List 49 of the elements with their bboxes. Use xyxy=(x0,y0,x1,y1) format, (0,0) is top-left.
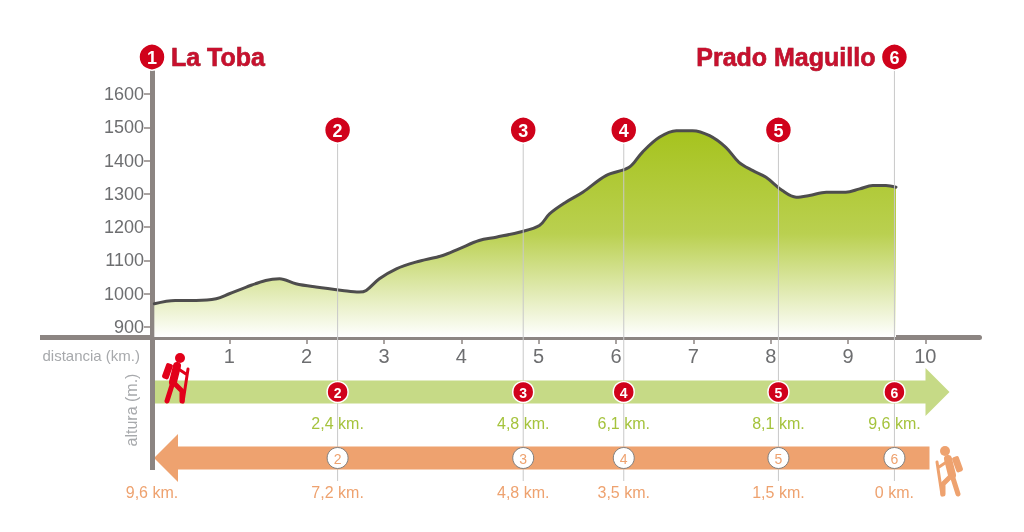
ref-line-label: 4,8 km. xyxy=(496,414,550,432)
y-tick-label: 1100 xyxy=(105,250,144,271)
text: 2 xyxy=(333,384,342,401)
x-tick-label: 6 xyxy=(610,345,622,367)
ref-line-label: 2,4 km. xyxy=(311,414,364,432)
text: 0 km. xyxy=(874,483,914,501)
x-tick-label: 7 xyxy=(687,345,699,367)
text: 4,8 km. xyxy=(496,483,550,501)
x-tick-label: 10 xyxy=(914,345,937,367)
x-tick-label: 2 xyxy=(301,345,313,367)
annotation: 2 xyxy=(332,120,343,141)
x-tick-label: 8 xyxy=(765,345,777,367)
annotation: La Toba xyxy=(171,43,267,71)
y-tick-label: 1300 xyxy=(103,183,144,204)
y-tick-label: 1400 xyxy=(103,150,144,171)
annotation: 4 xyxy=(618,120,629,141)
annotation: 1 xyxy=(146,47,158,68)
text: 5 xyxy=(774,384,783,401)
ref-line-label: 8,1 km. xyxy=(752,414,805,432)
y-axis-title: altura (m.) xyxy=(122,373,140,447)
y-tick-label: 1200 xyxy=(103,217,144,238)
y-tick-label: 1000 xyxy=(103,283,144,304)
text: 2 xyxy=(333,450,342,467)
text: 3 xyxy=(519,384,528,401)
y-tick-label: 1600 xyxy=(103,84,144,105)
x-tick-label: 9 xyxy=(842,345,854,367)
text: 3 xyxy=(519,450,528,467)
ref-line-label: 6,1 km. xyxy=(597,414,650,432)
text: 4 xyxy=(619,450,628,467)
annotation: Prado Maguillo xyxy=(696,43,876,71)
x-tick-label: 1 xyxy=(223,345,235,367)
annotation: 6 xyxy=(889,47,900,68)
text: 4 xyxy=(619,384,628,401)
text: 3,5 km. xyxy=(597,483,650,501)
text: 1,5 km. xyxy=(752,483,805,501)
x-tick-label: 4 xyxy=(455,345,467,367)
annotation: 5 xyxy=(773,120,784,141)
x-tick-label: 5 xyxy=(533,345,545,367)
text: 5 xyxy=(774,450,783,467)
text: 7,2 km. xyxy=(311,483,364,501)
text: 6 xyxy=(890,450,899,467)
annotation: 3 xyxy=(518,120,529,141)
y-tick-label: 900 xyxy=(113,317,144,338)
text: 9,6 km. xyxy=(125,483,179,501)
ref-line-label: 9,6 km. xyxy=(868,414,921,432)
text: 6 xyxy=(890,384,899,401)
x-tick-label: 3 xyxy=(378,345,390,367)
x-axis-title: distancia (km.) xyxy=(42,346,140,364)
y-tick-label: 1500 xyxy=(103,117,144,138)
